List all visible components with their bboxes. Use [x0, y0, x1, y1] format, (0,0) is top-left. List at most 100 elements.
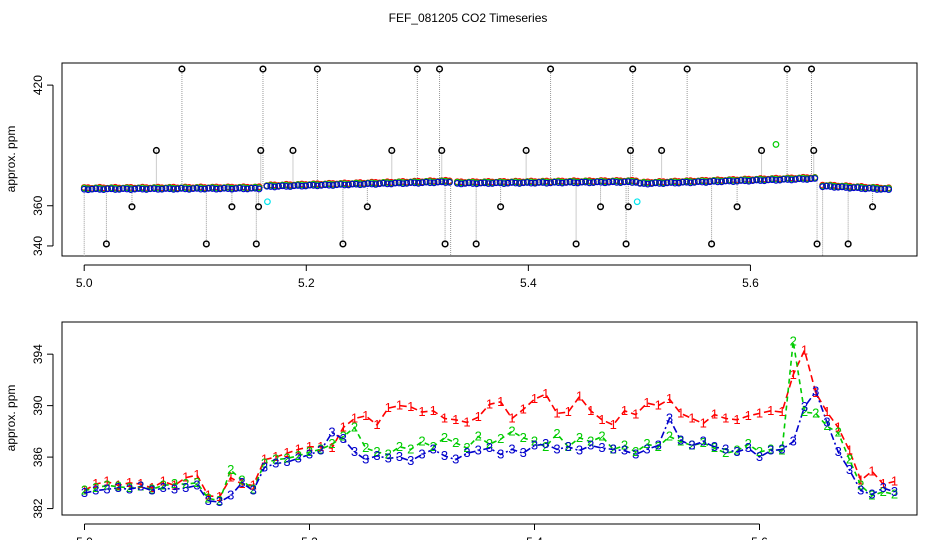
series-1-label: 1	[115, 477, 122, 492]
series-3-point	[531, 179, 539, 187]
series-3-point	[753, 176, 760, 184]
x-tick-label: 5.2	[301, 535, 318, 540]
series-1-label: 1	[812, 385, 819, 400]
series-3-point	[314, 182, 321, 190]
series-3-point	[691, 179, 698, 186]
series-3-label: 3	[351, 444, 358, 459]
y-tick-label: 390	[31, 395, 45, 415]
outlier-point	[683, 65, 691, 73]
series-2-label: 2	[756, 444, 763, 459]
series-3-label: 3	[418, 447, 425, 462]
series-2-label: 2	[160, 477, 167, 492]
series-2-label: 2	[261, 456, 268, 471]
outlier-point	[497, 203, 505, 211]
x-axis-top: 5.0 5.2 5.4 5.6	[76, 264, 759, 290]
series-3-label: 3	[553, 441, 560, 456]
series-2-label: 2	[272, 452, 279, 467]
y-tick-label: 360	[31, 195, 45, 215]
series-3-point	[714, 178, 722, 186]
plot-frame-top	[61, 62, 918, 257]
series-3-point	[780, 175, 788, 183]
series-3-point	[228, 185, 236, 193]
series-3-point	[605, 178, 613, 186]
series-3-point	[232, 185, 240, 192]
series-1-label: 1	[632, 407, 639, 422]
series-1-label: 1	[92, 476, 99, 491]
series-2-label: 2	[846, 452, 853, 467]
series-2-label: 2	[767, 441, 774, 456]
series-1-label: 1	[801, 342, 808, 357]
series-3-point	[422, 178, 430, 186]
series-3-point	[535, 179, 543, 186]
series-1-label: 1	[756, 405, 763, 420]
series-3-label: 3	[272, 456, 279, 471]
series-2-label: 2	[868, 488, 875, 503]
series-3-point	[143, 186, 150, 193]
series-3-point	[504, 179, 512, 187]
series-3-label: 3	[778, 441, 785, 456]
series-3-point	[481, 179, 488, 187]
series-2-label: 2	[295, 448, 302, 463]
series-3-label: 3	[733, 444, 740, 459]
series-3-point	[881, 185, 889, 193]
series-3-point	[465, 179, 473, 187]
series-3-point	[733, 177, 741, 185]
series-2-label: 2	[92, 480, 99, 495]
series-1-label: 1	[767, 403, 774, 418]
series-1-label: 1	[463, 414, 470, 429]
series-2-label: 2	[497, 431, 504, 446]
outlier-point	[733, 203, 741, 211]
series-3-label: 3	[801, 399, 808, 414]
series-1-label: 1	[396, 398, 403, 413]
series-3-point	[407, 179, 415, 186]
series-1-label: 1	[205, 488, 212, 503]
series-1-label: 1	[790, 367, 797, 382]
series-3-point	[453, 179, 461, 187]
series-2-label: 2	[722, 445, 729, 460]
series-3-point	[702, 179, 710, 186]
series-3-point	[294, 182, 302, 189]
series-1-label: 1	[250, 477, 257, 492]
series-3-point	[185, 186, 193, 193]
series-1-label: 1	[823, 404, 830, 419]
series-3-point	[399, 180, 407, 188]
series-3-point	[154, 185, 162, 193]
series-3-point	[551, 178, 558, 186]
series-3-point	[632, 179, 640, 186]
series-3-point	[547, 179, 554, 187]
series-3-point	[302, 182, 310, 190]
series-1-label: 1	[520, 401, 527, 416]
series-2-label: 2	[520, 430, 527, 445]
outlier-point	[102, 240, 110, 248]
series-3-point	[854, 184, 861, 192]
series-3-point	[492, 179, 500, 187]
series-3-point	[115, 186, 123, 193]
y-axis-bottom: 382 386 390 394	[31, 344, 54, 519]
series-2-label: 2	[351, 420, 358, 435]
series-3-point	[527, 179, 535, 187]
outlier-point	[254, 203, 263, 211]
y-tick-label: 382	[31, 498, 45, 518]
series-3-label: 3	[205, 493, 212, 508]
series-3-point	[127, 186, 135, 193]
y-tick-label: 340	[31, 236, 45, 256]
series-1-label: 1	[643, 395, 650, 410]
series-3-point	[430, 179, 438, 187]
series-3-point	[244, 185, 251, 193]
series-3-point	[648, 180, 655, 187]
series-1-label: 1	[587, 403, 594, 418]
series-3-label: 3	[700, 434, 707, 449]
series-1-label: 1	[711, 407, 718, 422]
series-1-label: 1	[576, 389, 583, 404]
series-3-point	[741, 177, 749, 185]
series-3-point	[834, 183, 842, 191]
series-2-label: 2	[486, 436, 493, 451]
series-3-point	[788, 176, 795, 184]
series-3-point	[718, 178, 725, 186]
series-3-label: 3	[148, 483, 155, 498]
series-3-point	[508, 179, 516, 186]
series-3-point	[275, 183, 282, 190]
series-3-point	[749, 177, 757, 184]
series-3-point	[282, 183, 290, 190]
outlier-point	[257, 146, 265, 155]
